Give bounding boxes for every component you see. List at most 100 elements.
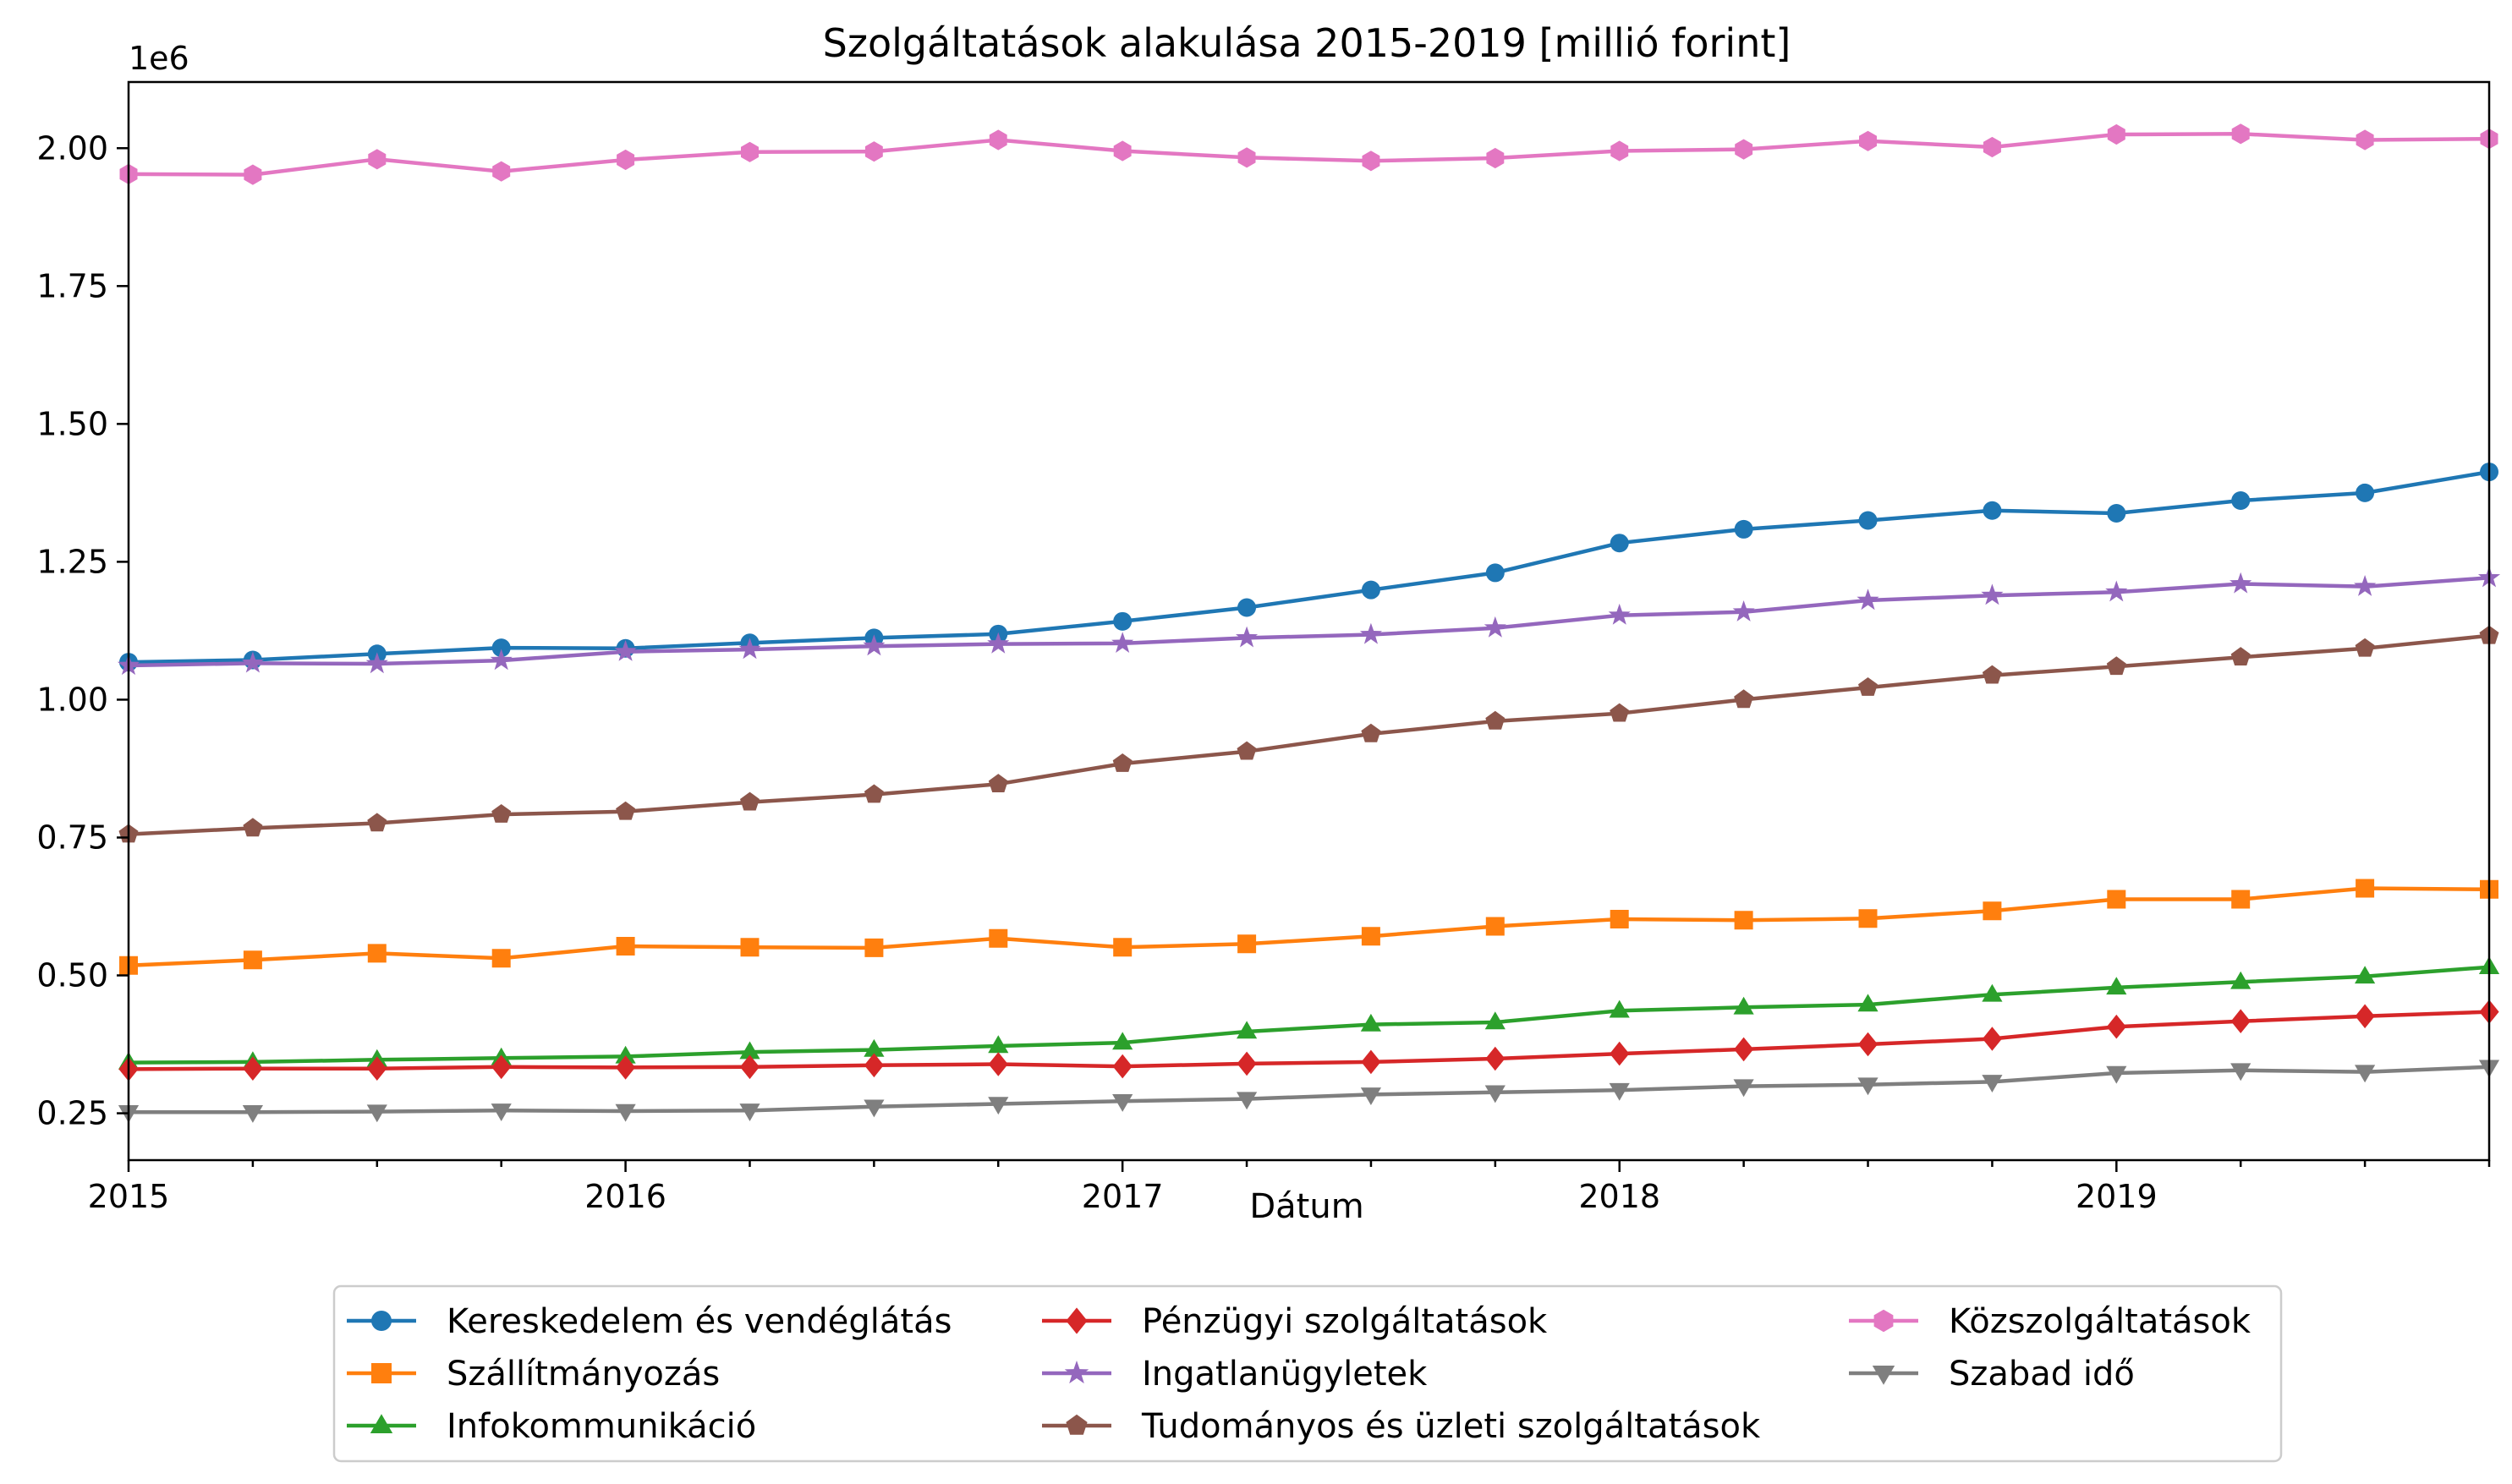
data-point: [1485, 1046, 1506, 1071]
data-point: [989, 928, 1008, 948]
data-point: [988, 1052, 1008, 1076]
data-point: [1610, 1041, 1630, 1066]
data-point: [739, 1041, 760, 1060]
data-point: [241, 651, 264, 673]
data-point: [1237, 147, 1256, 168]
series-2: [119, 879, 2498, 975]
data-point: [1734, 519, 1753, 539]
data-point: [1237, 1021, 1258, 1039]
data-point: [1734, 689, 1754, 709]
data-point: [2356, 483, 2375, 502]
data-point: [740, 938, 760, 957]
y-tick-label: 1.25: [36, 543, 108, 580]
data-point: [1858, 677, 1878, 696]
data-point: [368, 149, 387, 170]
legend-label: Kereskedelem és vendéglátás: [447, 1302, 952, 1341]
data-point: [1237, 598, 1257, 617]
data-point: [864, 1099, 885, 1118]
data-point: [491, 1103, 512, 1121]
data-point: [1733, 1079, 1754, 1098]
data-point: [2355, 1004, 2375, 1029]
legend: Kereskedelem és vendéglátás Szállítmányoz…: [332, 1284, 2283, 1463]
legend-entry: Kereskedelem és vendéglátás: [347, 1302, 952, 1341]
series-6: [118, 625, 2499, 843]
data-point: [2230, 1009, 2251, 1033]
data-point: [1859, 130, 1877, 151]
data-point: [617, 149, 635, 171]
data-point: [1982, 1027, 2002, 1051]
data-point: [1111, 632, 1134, 653]
data-point: [741, 141, 759, 162]
data-point: [1983, 501, 2002, 520]
series-line: [128, 469, 2490, 665]
data-point: [1237, 741, 1257, 760]
data-point: [1112, 753, 1133, 772]
data-point: [1609, 999, 1630, 1018]
data-point: [1734, 911, 1753, 930]
y-tick-label: 0.75: [36, 819, 108, 856]
data-point: [1982, 983, 2003, 1002]
y-tick-label: 1.50: [36, 405, 108, 442]
data-point: [2355, 1065, 2376, 1083]
data-point: [1360, 1013, 1381, 1032]
plot-frame: [127, 80, 2491, 1162]
data-point: [738, 638, 761, 660]
data-point: [492, 161, 511, 182]
data-point: [1610, 534, 1629, 553]
data-point: [1237, 1092, 1258, 1110]
data-point: [1981, 583, 2004, 605]
data-point: [2107, 123, 2125, 145]
data-point: [243, 1056, 263, 1081]
chart-title: Szolgáltatások alakulása 2015-2019 [mill…: [823, 20, 1791, 66]
legend-entry: Ingatlanügyletek: [1042, 1355, 1428, 1394]
x-tick-label: 2015: [88, 1178, 170, 1215]
series-line: [128, 633, 2490, 836]
y-tick-label: 1.00: [36, 681, 108, 718]
x-tick-label: 2019: [2076, 1178, 2158, 1215]
legend-label: Közszolgáltatások: [1949, 1302, 2251, 1341]
legend-entry: Közszolgáltatások: [1849, 1302, 2251, 1341]
y-axis: 0.25 0.50 0.75 1.00 1.25 1.50 1.75 2.00: [36, 129, 129, 1132]
data-point: [2106, 1065, 2127, 1084]
data-point: [1857, 589, 1879, 611]
series-line: [128, 886, 2490, 968]
data-point: [366, 1104, 387, 1123]
data-point: [1983, 136, 2001, 158]
data-point: [1486, 147, 1505, 169]
series-8: [118, 1060, 2500, 1123]
data-point: [1610, 703, 1630, 722]
data-point: [989, 129, 1007, 151]
data-point: [1362, 151, 1380, 172]
data-point: [491, 1054, 512, 1080]
legend-label: Szabad idő: [1949, 1355, 2135, 1394]
data-point: [1237, 1051, 1257, 1076]
data-point: [2355, 966, 2376, 984]
y-tick-label: 2.00: [36, 129, 108, 167]
series-7: [119, 123, 2498, 185]
data-point: [367, 813, 387, 832]
data-point: [1484, 616, 1506, 638]
data-point: [2231, 890, 2251, 909]
data-point: [739, 1103, 760, 1121]
data-point: [864, 1053, 884, 1078]
series-line: [128, 576, 2490, 668]
data-point: [491, 804, 512, 823]
data-point: [1735, 139, 1753, 160]
legend-entry: Szállítmányozás: [347, 1355, 720, 1394]
legend-marker: [1064, 1361, 1089, 1384]
data-point: [1983, 901, 2002, 921]
legend-frame: [332, 1284, 2283, 1463]
data-point: [1113, 938, 1133, 957]
data-point: [1982, 1075, 2003, 1092]
data-point: [1858, 1032, 1879, 1057]
legend-marker: [370, 1414, 393, 1433]
data-point: [1361, 927, 1380, 946]
data-point: [1610, 910, 1629, 928]
data-point: [864, 1038, 885, 1057]
data-point: [616, 1055, 636, 1080]
data-point: [1609, 1082, 1630, 1101]
data-point: [1732, 600, 1755, 622]
data-point: [864, 141, 883, 162]
legend-label: Szállítmányozás: [447, 1355, 720, 1394]
